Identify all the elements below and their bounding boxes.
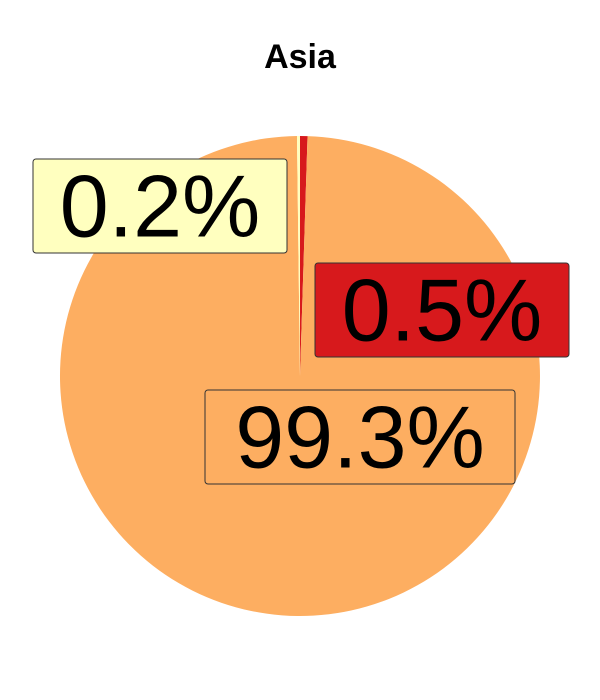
pie-slice-1 [300,136,308,376]
slice-label-2: 99.3% [204,388,516,487]
chart-title: Asia [264,38,337,76]
slice-label-text: 0.2% [60,157,261,256]
pie-slices [59,136,540,617]
pie-labels: 0.5% 99.3% 0.2% [32,157,570,487]
slice-label-box [32,158,288,254]
pie-slice-2 [59,136,540,617]
slice-label-1: 0.5% [314,261,570,360]
slice-label-box [314,262,570,358]
slice-label-3: 0.2% [32,157,288,256]
slice-label-text: 99.3% [235,388,485,487]
slice-label-text: 0.5% [342,261,543,360]
pie-slice-3 [296,136,300,376]
slice-label-box [204,389,516,485]
